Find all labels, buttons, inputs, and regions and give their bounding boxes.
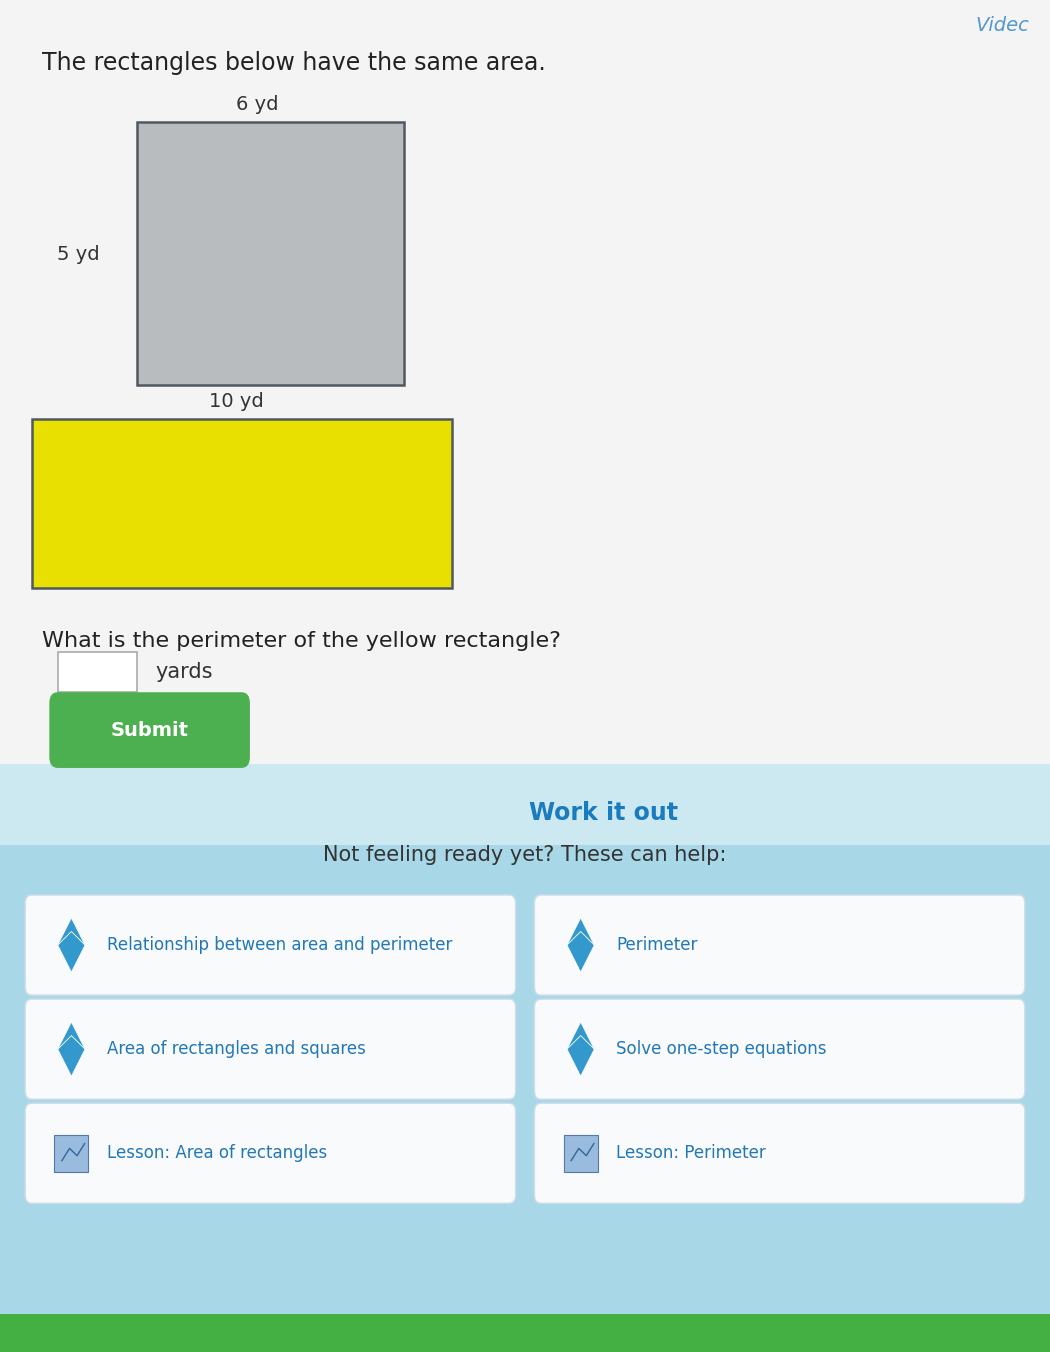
FancyBboxPatch shape — [25, 895, 516, 995]
Text: Lesson: Area of rectangles: Lesson: Area of rectangles — [107, 1144, 328, 1163]
FancyBboxPatch shape — [0, 764, 1050, 845]
FancyBboxPatch shape — [25, 1103, 516, 1203]
Text: Relationship between area and perimeter: Relationship between area and perimeter — [107, 936, 453, 955]
Text: 5 yd: 5 yd — [57, 245, 100, 264]
Text: Lesson: Perimeter: Lesson: Perimeter — [616, 1144, 766, 1163]
FancyBboxPatch shape — [25, 999, 516, 1099]
FancyBboxPatch shape — [534, 1103, 1025, 1203]
Text: Perimeter: Perimeter — [616, 936, 697, 955]
Text: Area of rectangles and squares: Area of rectangles and squares — [107, 1040, 366, 1059]
Text: yards: yards — [155, 662, 213, 681]
Text: 6 yd: 6 yd — [236, 95, 278, 114]
FancyBboxPatch shape — [564, 1136, 597, 1171]
Bar — [32, 419, 452, 588]
Polygon shape — [58, 1022, 85, 1076]
FancyBboxPatch shape — [0, 0, 1050, 764]
Text: The rectangles below have the same area.: The rectangles below have the same area. — [42, 51, 546, 76]
Text: 10 yd: 10 yd — [209, 392, 264, 411]
Text: What is the perimeter of the yellow rectangle?: What is the perimeter of the yellow rect… — [42, 631, 561, 652]
Text: Videc: Videc — [975, 16, 1029, 35]
FancyBboxPatch shape — [0, 845, 1050, 1318]
FancyBboxPatch shape — [534, 999, 1025, 1099]
Polygon shape — [567, 1022, 594, 1076]
Text: Work it out: Work it out — [529, 800, 678, 825]
Text: Solve one-step equations: Solve one-step equations — [616, 1040, 826, 1059]
FancyBboxPatch shape — [0, 1314, 1050, 1352]
Polygon shape — [58, 918, 85, 972]
FancyBboxPatch shape — [55, 1136, 88, 1171]
FancyBboxPatch shape — [49, 692, 250, 768]
Bar — [58, 652, 136, 692]
FancyBboxPatch shape — [534, 895, 1025, 995]
Bar — [136, 122, 404, 385]
Polygon shape — [567, 918, 594, 972]
Text: Submit: Submit — [110, 721, 189, 740]
Text: Not feeling ready yet? These can help:: Not feeling ready yet? These can help: — [323, 845, 727, 865]
